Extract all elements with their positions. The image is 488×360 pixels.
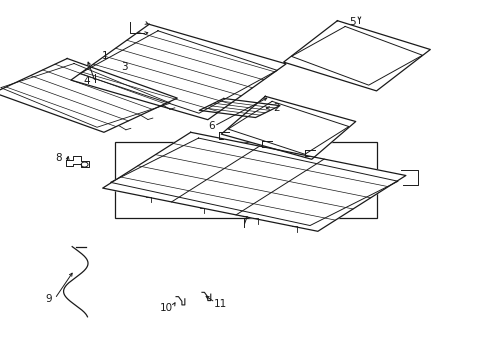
Text: 3: 3 [121, 62, 128, 72]
Text: 7: 7 [241, 216, 247, 226]
Text: 5: 5 [348, 17, 355, 27]
Polygon shape [66, 156, 89, 167]
Text: 2: 2 [272, 103, 279, 113]
Polygon shape [102, 132, 405, 231]
Text: 8: 8 [55, 153, 62, 163]
Polygon shape [0, 58, 177, 132]
Text: 1: 1 [102, 51, 108, 61]
Text: 11: 11 [213, 299, 226, 309]
Text: 9: 9 [45, 294, 52, 304]
Text: 10: 10 [160, 303, 172, 313]
Bar [115, 142, 376, 218]
Polygon shape [283, 21, 429, 91]
Text: 4: 4 [83, 76, 90, 86]
Polygon shape [71, 24, 285, 120]
Polygon shape [199, 99, 279, 117]
Text: 6: 6 [207, 121, 214, 131]
Polygon shape [221, 96, 355, 159]
